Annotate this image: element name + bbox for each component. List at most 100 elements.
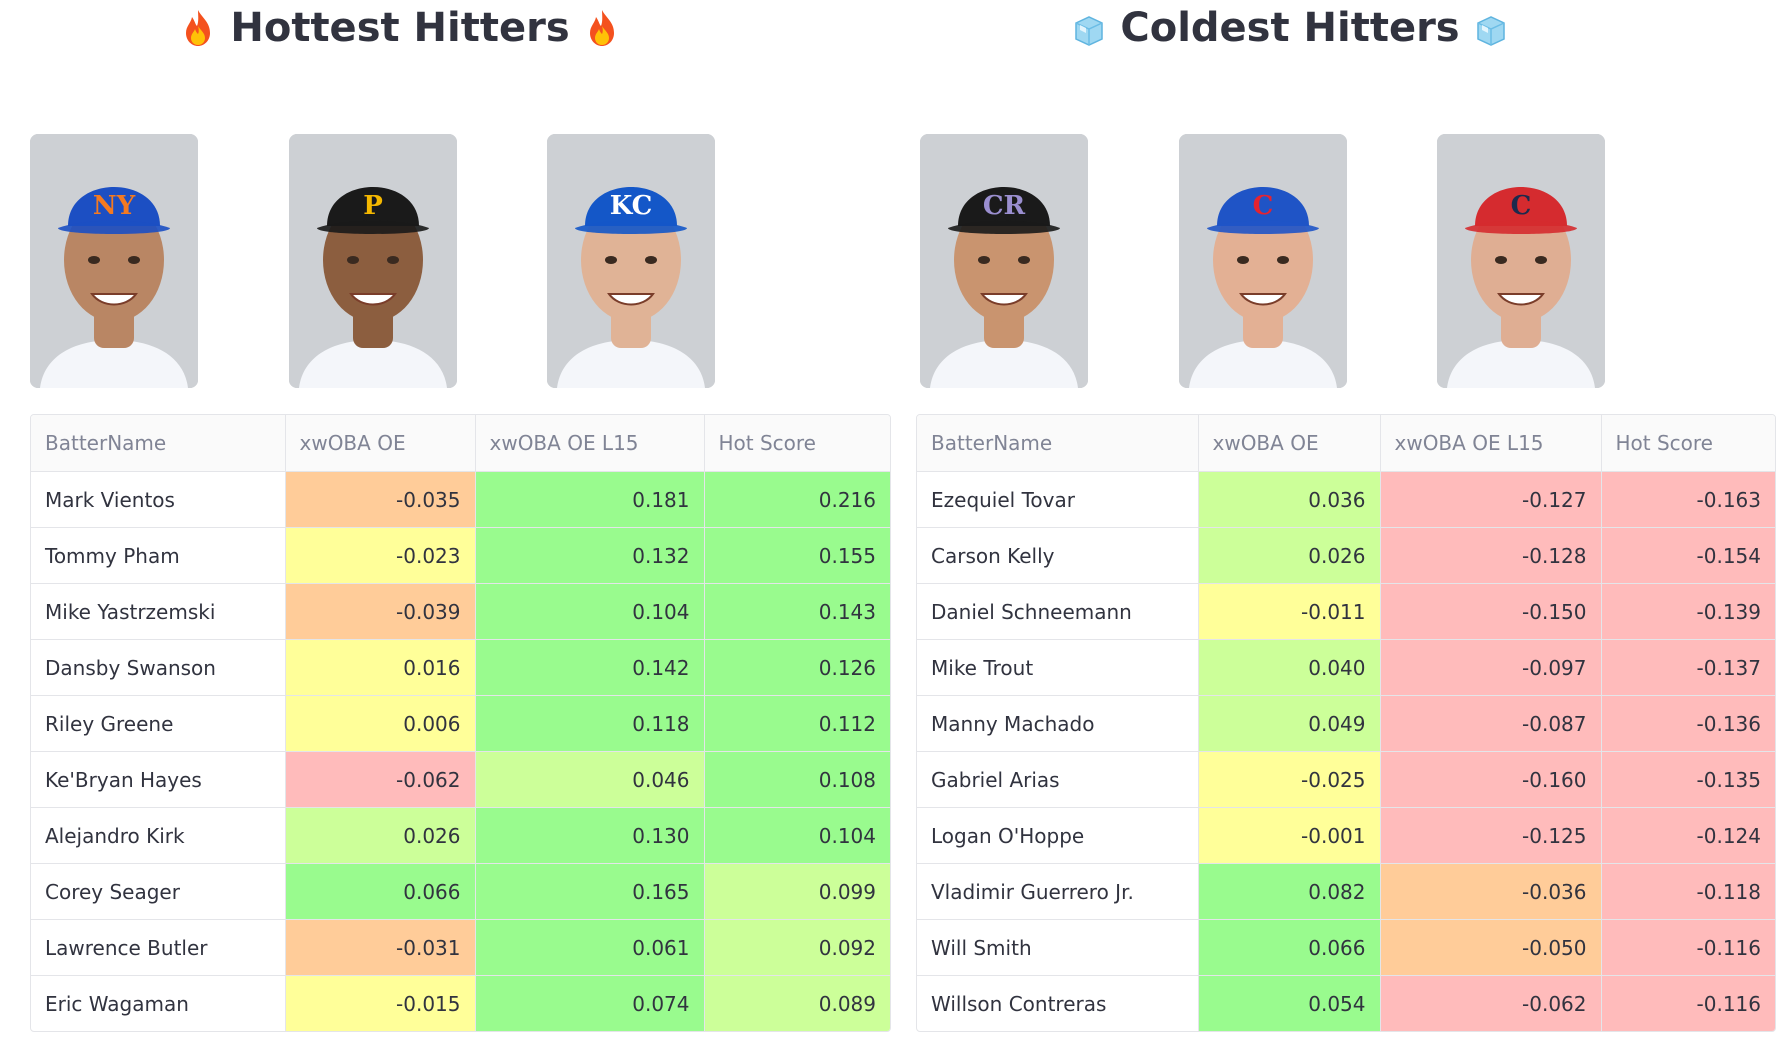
hot-score-cell: -0.116: [1601, 919, 1775, 976]
hot-score-cell: 0.126: [704, 639, 890, 696]
hot-score-cell: -0.116: [1601, 975, 1775, 1031]
xwoba-oe-cell: 0.049: [1198, 695, 1381, 752]
hot-table-body: Mark Vientos -0.035 0.181 0.216 Tommy Pham -0…: [31, 471, 890, 1031]
player-headshot: C: [1437, 134, 1605, 388]
xwoba-oe-l15-cell: -0.062: [1380, 975, 1602, 1031]
player-headshot: KC: [547, 134, 715, 388]
player-headshot: C: [1179, 134, 1347, 388]
table-row: Mike Trout 0.040 -0.097 -0.137: [917, 639, 1775, 696]
batter-name-cell: Ke'Bryan Hayes: [31, 751, 286, 808]
hot-score-cell: -0.137: [1601, 639, 1775, 696]
xwoba-oe-l15-cell: -0.097: [1380, 639, 1602, 696]
batter-name-cell: Mike Yastrzemski: [31, 583, 286, 640]
table-row: Tommy Pham -0.023 0.132 0.155: [31, 527, 890, 584]
column-header-hot-score[interactable]: Hot Score: [1601, 415, 1775, 472]
table-row: Manny Machado 0.049 -0.087 -0.136: [917, 695, 1775, 752]
player-headshot: NY: [30, 134, 198, 388]
hot-score-cell: 0.089: [704, 975, 890, 1031]
xwoba-oe-l15-cell: -0.128: [1380, 527, 1602, 584]
batter-name-cell: Carson Kelly: [917, 527, 1199, 584]
xwoba-oe-l15-cell: -0.150: [1380, 583, 1602, 640]
hot-score-cell: -0.136: [1601, 695, 1775, 752]
table-row: Daniel Schneemann -0.011 -0.150 -0.139: [917, 583, 1775, 640]
hottest-hitters-heading: Hottest Hitters: [0, 0, 800, 56]
xwoba-oe-l15-cell: -0.127: [1380, 471, 1602, 528]
xwoba-oe-l15-cell: -0.050: [1380, 919, 1602, 976]
column-header-battername[interactable]: BatterName: [917, 415, 1199, 472]
xwoba-oe-cell: -0.011: [1198, 583, 1381, 640]
hot-score-cell: -0.163: [1601, 471, 1775, 528]
batter-name-cell: Dansby Swanson: [31, 639, 286, 696]
column-header-xwoba-oe-l15[interactable]: xwOBA OE L15: [475, 415, 705, 472]
batter-name-cell: Riley Greene: [31, 695, 286, 752]
xwoba-oe-l15-cell: 0.165: [475, 863, 705, 920]
xwoba-oe-cell: -0.031: [285, 919, 476, 976]
team-logo: P: [363, 191, 383, 221]
hot-score-cell: -0.139: [1601, 583, 1775, 640]
table-row: Ezequiel Tovar 0.036 -0.127 -0.163: [917, 471, 1775, 528]
batter-name-cell: Ezequiel Tovar: [917, 471, 1199, 528]
column-header-hot-score[interactable]: Hot Score: [704, 415, 890, 472]
column-header-battername[interactable]: BatterName: [31, 415, 286, 472]
coldest-hitters-table: BatterName xwOBA OE xwOBA OE L15 Hot Sco…: [916, 414, 1776, 1032]
hot-score-cell: 0.104: [704, 807, 890, 864]
column-header-xwoba-oe[interactable]: xwOBA OE: [1198, 415, 1381, 472]
hot-score-cell: -0.154: [1601, 527, 1775, 584]
xwoba-oe-l15-cell: -0.087: [1380, 695, 1602, 752]
table-row: Ke'Bryan Hayes -0.062 0.046 0.108: [31, 751, 890, 808]
fire-icon: [180, 8, 216, 48]
table-row: Corey Seager 0.066 0.165 0.099: [31, 863, 890, 920]
xwoba-oe-cell: -0.039: [285, 583, 476, 640]
batter-name-cell: Willson Contreras: [917, 975, 1199, 1031]
xwoba-oe-cell: 0.016: [285, 639, 476, 696]
batter-name-cell: Will Smith: [917, 919, 1199, 976]
xwoba-oe-cell: -0.023: [285, 527, 476, 584]
coldest-hitters-heading: Coldest Hitters: [890, 0, 1690, 56]
xwoba-oe-l15-cell: 0.061: [475, 919, 705, 976]
hot-player-photos: NY P KC: [30, 134, 880, 388]
batter-name-cell: Gabriel Arias: [917, 751, 1199, 808]
ice-cube-icon: [1072, 11, 1106, 46]
team-logo: CR: [983, 191, 1026, 221]
xwoba-oe-l15-cell: 0.046: [475, 751, 705, 808]
coldest-hitters-title: Coldest Hitters: [1120, 5, 1460, 51]
xwoba-oe-cell: 0.066: [1198, 919, 1381, 976]
xwoba-oe-l15-cell: 0.132: [475, 527, 705, 584]
cold-table-body: Ezequiel Tovar 0.036 -0.127 -0.163 Carson Ke…: [917, 471, 1775, 1031]
xwoba-oe-cell: 0.026: [285, 807, 476, 864]
table-row: Willson Contreras 0.054 -0.062 -0.116: [917, 975, 1775, 1031]
batter-name-cell: Manny Machado: [917, 695, 1199, 752]
table-row: Will Smith 0.066 -0.050 -0.116: [917, 919, 1775, 976]
table-row: Logan O'Hoppe -0.001 -0.125 -0.124: [917, 807, 1775, 864]
xwoba-oe-cell: -0.035: [285, 471, 476, 528]
hot-score-cell: 0.108: [704, 751, 890, 808]
team-logo: C: [1253, 191, 1274, 221]
table-row: Lawrence Butler -0.031 0.061 0.092: [31, 919, 890, 976]
xwoba-oe-cell: -0.001: [1198, 807, 1381, 864]
xwoba-oe-cell: 0.006: [285, 695, 476, 752]
table-row: Mark Vientos -0.035 0.181 0.216: [31, 471, 890, 528]
column-header-xwoba-oe[interactable]: xwOBA OE: [285, 415, 476, 472]
hot-score-cell: -0.135: [1601, 751, 1775, 808]
table-row: Dansby Swanson 0.016 0.142 0.126: [31, 639, 890, 696]
table-row: Eric Wagaman -0.015 0.074 0.089: [31, 975, 890, 1031]
xwoba-oe-l15-cell: 0.104: [475, 583, 705, 640]
xwoba-oe-cell: 0.066: [285, 863, 476, 920]
hot-score-cell: 0.112: [704, 695, 890, 752]
table-row: Riley Greene 0.006 0.118 0.112: [31, 695, 890, 752]
cold-player-photos: CR C C: [920, 134, 1770, 388]
batter-name-cell: Lawrence Butler: [31, 919, 286, 976]
xwoba-oe-cell: 0.054: [1198, 975, 1381, 1031]
hottest-hitters-title: Hottest Hitters: [230, 5, 570, 51]
xwoba-oe-cell: -0.015: [285, 975, 476, 1031]
table-row: Gabriel Arias -0.025 -0.160 -0.135: [917, 751, 1775, 808]
batter-name-cell: Mike Trout: [917, 639, 1199, 696]
batter-name-cell: Vladimir Guerrero Jr.: [917, 863, 1199, 920]
xwoba-oe-l15-cell: -0.036: [1380, 863, 1602, 920]
xwoba-oe-l15-cell: 0.074: [475, 975, 705, 1031]
hot-score-cell: 0.155: [704, 527, 890, 584]
column-header-xwoba-oe-l15[interactable]: xwOBA OE L15: [1380, 415, 1602, 472]
batter-name-cell: Logan O'Hoppe: [917, 807, 1199, 864]
xwoba-oe-l15-cell: 0.130: [475, 807, 705, 864]
ice-cube-icon: [1474, 11, 1508, 46]
